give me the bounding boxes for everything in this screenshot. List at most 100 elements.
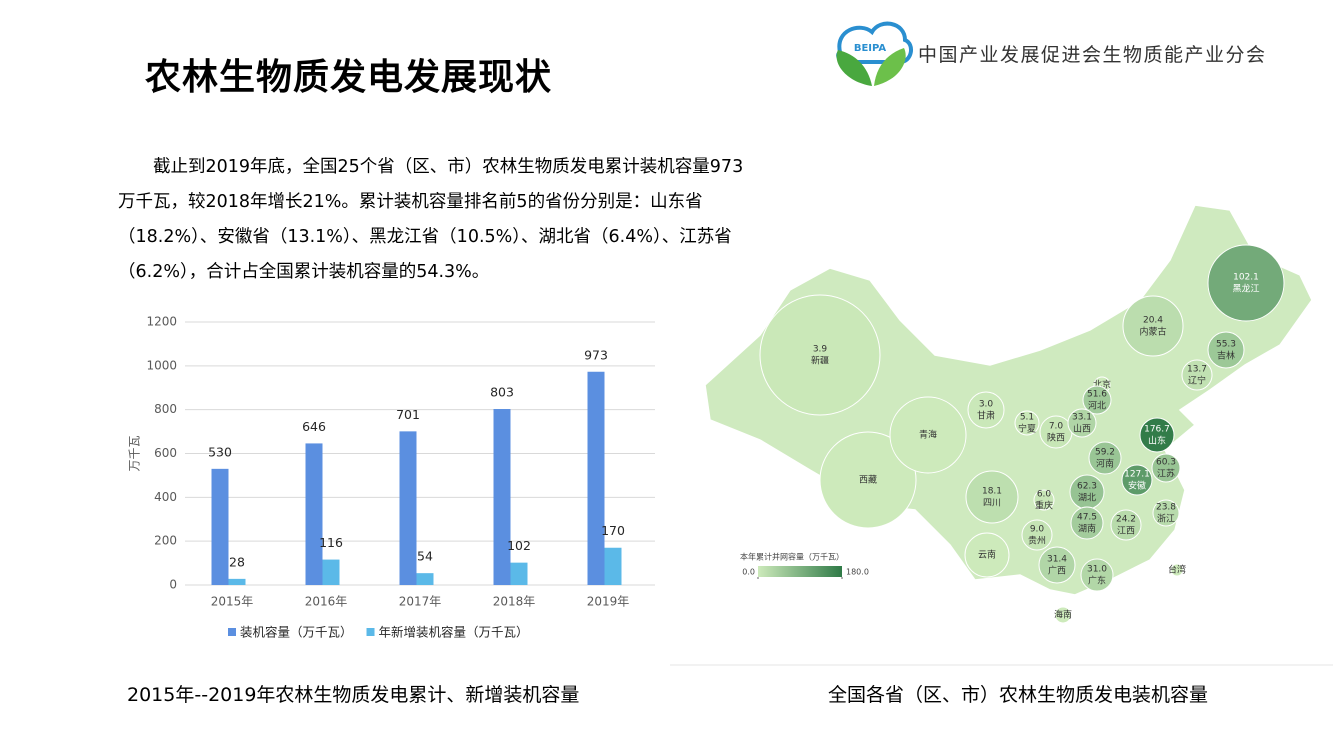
bar [604, 547, 622, 585]
province-name: 宁夏 [1018, 423, 1036, 435]
scale-label: 180.0 [846, 568, 869, 577]
province [1021, 519, 1053, 551]
data-label: 170 [601, 523, 625, 538]
x-tick-label: 2018年 [493, 595, 536, 609]
province-value: 6.0 [1037, 490, 1052, 500]
data-label: 701 [396, 407, 420, 422]
scale-label: 0.0 [742, 568, 755, 577]
province-name: 四川 [983, 499, 1001, 509]
legend-swatch [228, 628, 236, 636]
bar [399, 431, 417, 585]
province [1170, 563, 1184, 577]
bar [493, 409, 511, 585]
province-name: 海南 [1054, 609, 1072, 621]
province-name: 河北 [1088, 400, 1106, 412]
province [1207, 244, 1285, 322]
province-name: 黑龙江 [1232, 283, 1259, 295]
y-tick-label: 200 [154, 534, 177, 548]
province [1088, 441, 1122, 475]
bar [305, 443, 323, 585]
province-value: 3.9 [813, 345, 828, 355]
map-caption: 全国各省（区、市）农林生物质发电装机容量 [828, 684, 1209, 706]
legend-label: 年新增装机容量（万千瓦） [379, 625, 529, 640]
province-name: 广西 [1048, 565, 1066, 577]
province-value: 60.3 [1156, 458, 1176, 468]
province [1152, 499, 1180, 527]
province-value: 18.1 [982, 487, 1002, 497]
province-value: 24.2 [1116, 515, 1136, 525]
province-value: 47.5 [1077, 513, 1097, 523]
province-value: 23.8 [1156, 503, 1176, 513]
province [1082, 385, 1112, 415]
data-label: 973 [584, 347, 608, 362]
slide-title: 农林生物质发电发展现状 [145, 57, 553, 98]
data-label: 646 [302, 419, 326, 434]
province [1067, 408, 1097, 438]
bar [416, 573, 434, 585]
province-name: 安徽 [1128, 480, 1146, 492]
bar [211, 468, 229, 585]
y-tick-label: 600 [154, 446, 177, 460]
province-name: 内蒙古 [1139, 326, 1166, 338]
y-tick-label: 1000 [146, 358, 177, 372]
province-name: 西藏 [859, 474, 877, 486]
y-axis-label: 万千瓦 [128, 435, 142, 471]
province [1121, 464, 1153, 496]
province-name: 湖北 [1078, 493, 1096, 504]
data-label: 530 [208, 444, 232, 459]
bar [510, 562, 528, 585]
province [889, 396, 967, 474]
province-name: 青海 [919, 429, 937, 441]
data-label: 28 [229, 554, 245, 569]
province-value: 31.4 [1047, 555, 1067, 565]
province-value: 7.0 [1049, 422, 1064, 432]
province-value: 13.7 [1187, 365, 1207, 375]
logo: BEIPA [836, 21, 913, 86]
data-label: 54 [417, 549, 433, 564]
province-value: 176.7 [1144, 425, 1170, 435]
chart-caption: 2015年--2019年农林生物质发电累计、新增装机容量 [127, 684, 580, 706]
bar [587, 371, 605, 585]
province-name: 河南 [1096, 458, 1114, 470]
x-tick-label: 2015年 [211, 595, 254, 609]
province-value: 5.1 [1020, 413, 1034, 423]
province [819, 431, 917, 529]
province [1122, 295, 1184, 357]
province-value: 62.3 [1077, 482, 1097, 492]
bar [228, 578, 246, 585]
province-name: 吉林 [1217, 350, 1235, 362]
province-name: 台湾 [1168, 564, 1186, 576]
province-value: 31.0 [1087, 565, 1107, 575]
province [1070, 506, 1104, 540]
province-name: 江苏 [1157, 468, 1175, 480]
province-value: 127.1 [1124, 470, 1150, 480]
province-name: 湖南 [1078, 523, 1096, 535]
province [1151, 453, 1181, 483]
province-name: 辽宁 [1188, 375, 1206, 387]
x-tick-label: 2017年 [399, 595, 442, 609]
province-name: 甘肃 [977, 410, 995, 422]
legend-swatch [366, 628, 375, 636]
y-tick-label: 800 [154, 402, 177, 416]
province [1069, 474, 1105, 510]
y-tick-label: 0 [169, 578, 177, 592]
province [1139, 417, 1175, 453]
color-scale [758, 566, 842, 577]
province [759, 294, 881, 416]
province-name: 贵州 [1028, 535, 1046, 547]
province-name: 山西 [1073, 424, 1091, 435]
province-name: 山东 [1148, 435, 1166, 447]
y-tick-label: 400 [154, 490, 177, 504]
province [1207, 331, 1245, 369]
y-tick-label: 1200 [146, 315, 177, 329]
province-name: 浙江 [1157, 513, 1175, 525]
data-label: 803 [490, 385, 514, 400]
province [1110, 509, 1142, 541]
logo-text: BEIPA [854, 43, 887, 54]
x-tick-label: 2016年 [305, 595, 348, 609]
province-name: 江西 [1117, 526, 1135, 537]
province [1038, 546, 1076, 584]
province-value: 9.0 [1030, 525, 1045, 535]
province-value: 51.6 [1087, 390, 1107, 400]
